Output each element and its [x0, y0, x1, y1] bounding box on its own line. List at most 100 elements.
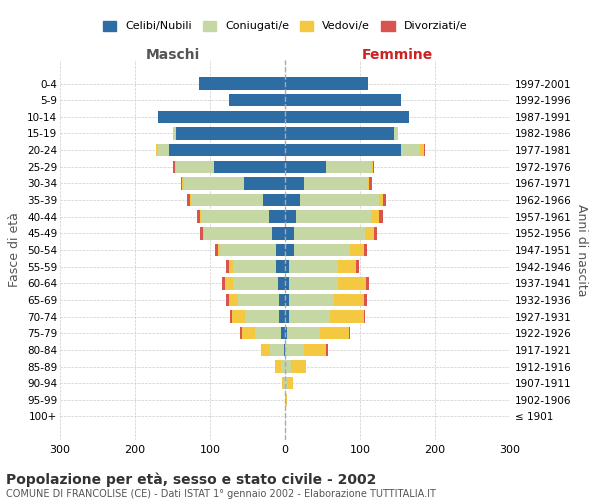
- Bar: [285, 177, 304, 190]
- Text: Femmine: Femmine: [362, 48, 433, 62]
- Bar: [369, 177, 372, 190]
- Bar: [181, 177, 182, 190]
- Bar: [424, 144, 425, 156]
- Bar: [285, 260, 289, 273]
- Bar: [285, 94, 401, 106]
- Bar: [157, 110, 285, 123]
- Bar: [279, 294, 285, 306]
- Bar: [326, 160, 371, 173]
- Bar: [364, 244, 367, 256]
- Bar: [240, 327, 241, 340]
- Bar: [203, 227, 204, 239]
- Text: Maschi: Maschi: [145, 48, 200, 62]
- Bar: [294, 227, 365, 239]
- Bar: [225, 277, 233, 289]
- Bar: [285, 360, 291, 373]
- Bar: [226, 294, 229, 306]
- Bar: [245, 310, 279, 323]
- Bar: [226, 260, 229, 273]
- Bar: [285, 110, 409, 123]
- Bar: [269, 210, 285, 223]
- Bar: [371, 210, 379, 223]
- Bar: [199, 227, 203, 239]
- Bar: [173, 160, 175, 173]
- Bar: [285, 127, 394, 140]
- Bar: [289, 260, 337, 273]
- Bar: [326, 344, 328, 356]
- Bar: [304, 177, 367, 190]
- Bar: [285, 244, 294, 256]
- Bar: [287, 377, 293, 390]
- Bar: [367, 177, 369, 190]
- Bar: [229, 260, 233, 273]
- Bar: [222, 277, 225, 289]
- Bar: [371, 160, 373, 173]
- Bar: [279, 310, 285, 323]
- Bar: [285, 394, 287, 406]
- Bar: [175, 160, 176, 173]
- Bar: [330, 310, 364, 323]
- Bar: [204, 227, 271, 239]
- Bar: [294, 244, 350, 256]
- Bar: [281, 360, 285, 373]
- Bar: [271, 227, 285, 239]
- Bar: [233, 277, 277, 289]
- Bar: [284, 344, 285, 356]
- Bar: [233, 260, 276, 273]
- Bar: [364, 294, 367, 306]
- Bar: [156, 144, 157, 156]
- Bar: [285, 327, 287, 340]
- Bar: [379, 210, 383, 223]
- Bar: [263, 194, 285, 206]
- Bar: [173, 127, 176, 140]
- Bar: [401, 144, 420, 156]
- Bar: [220, 244, 276, 256]
- Bar: [270, 344, 284, 356]
- Bar: [285, 227, 294, 239]
- Bar: [229, 294, 238, 306]
- Bar: [199, 210, 201, 223]
- Bar: [232, 310, 245, 323]
- Bar: [289, 310, 330, 323]
- Bar: [379, 194, 383, 206]
- Y-axis label: Fasce di età: Fasce di età: [8, 212, 22, 288]
- Bar: [275, 360, 281, 373]
- Bar: [215, 244, 218, 256]
- Bar: [190, 194, 191, 206]
- Y-axis label: Anni di nascita: Anni di nascita: [575, 204, 588, 296]
- Bar: [238, 294, 279, 306]
- Bar: [374, 227, 377, 239]
- Bar: [214, 160, 285, 173]
- Bar: [285, 277, 289, 289]
- Bar: [261, 344, 270, 356]
- Bar: [420, 144, 424, 156]
- Bar: [287, 327, 320, 340]
- Bar: [366, 277, 369, 289]
- Bar: [281, 327, 285, 340]
- Bar: [157, 144, 169, 156]
- Bar: [356, 260, 359, 273]
- Bar: [285, 78, 367, 90]
- Bar: [230, 310, 232, 323]
- Bar: [364, 310, 365, 323]
- Bar: [285, 310, 289, 323]
- Bar: [285, 194, 300, 206]
- Text: Popolazione per età, sesso e stato civile - 2002: Popolazione per età, sesso e stato civil…: [6, 472, 376, 487]
- Bar: [191, 194, 263, 206]
- Bar: [349, 327, 350, 340]
- Bar: [285, 377, 287, 390]
- Bar: [394, 127, 398, 140]
- Bar: [289, 277, 337, 289]
- Bar: [276, 260, 285, 273]
- Bar: [334, 294, 364, 306]
- Bar: [182, 177, 184, 190]
- Bar: [291, 360, 306, 373]
- Bar: [337, 277, 366, 289]
- Bar: [176, 127, 285, 140]
- Bar: [285, 344, 304, 356]
- Bar: [201, 210, 269, 223]
- Legend: Celibi/Nubili, Coniugati/e, Vedovi/e, Divorziati/e: Celibi/Nubili, Coniugati/e, Vedovi/e, Di…: [98, 16, 472, 36]
- Bar: [285, 294, 289, 306]
- Bar: [277, 277, 285, 289]
- Bar: [285, 144, 401, 156]
